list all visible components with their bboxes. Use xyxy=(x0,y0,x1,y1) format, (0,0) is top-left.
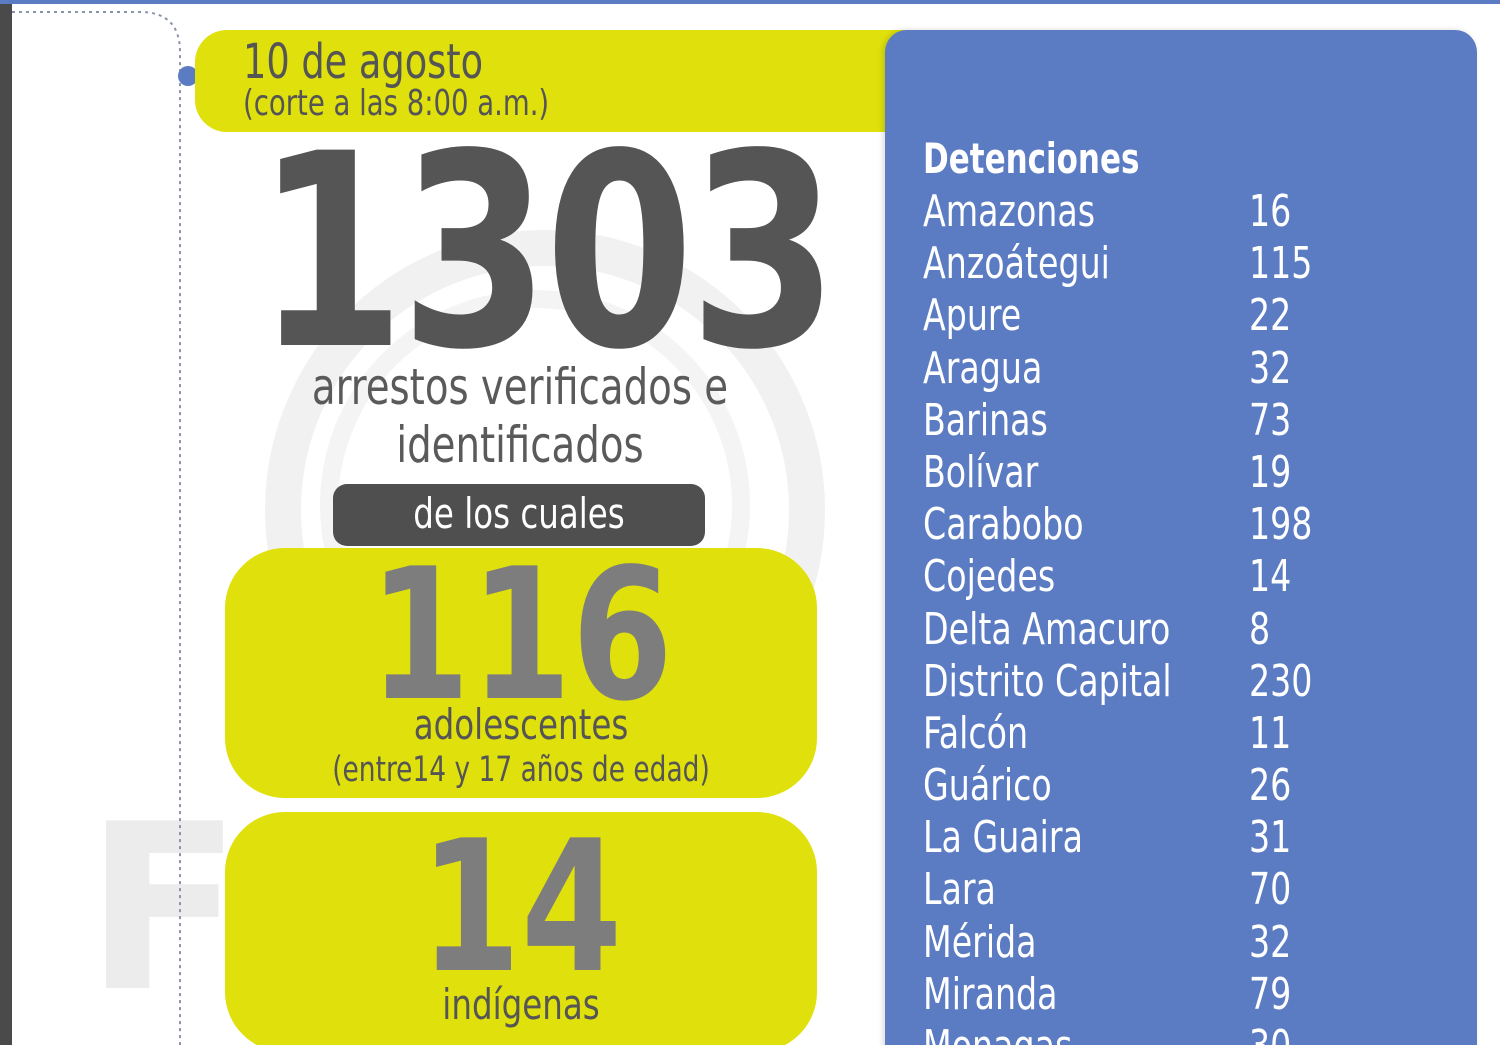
region-name: Anzoátegui xyxy=(923,238,1110,290)
region-name: Distrito Capital xyxy=(923,655,1172,707)
detentions-row: Miranda 79 xyxy=(923,969,1463,1021)
teens-box xyxy=(225,548,817,798)
region-count: 19 xyxy=(1249,446,1292,498)
region-name: Bolívar xyxy=(923,446,1039,498)
region-count: 14 xyxy=(1249,551,1292,603)
region-name: Carabobo xyxy=(923,499,1084,551)
detentions-panel xyxy=(885,30,1477,1045)
teens-sublabel: (entre14 y 17 años de edad) xyxy=(332,750,710,790)
region-name: Delta Amacuro xyxy=(923,603,1171,655)
region-count: 115 xyxy=(1249,238,1313,290)
region-count: 16 xyxy=(1249,186,1292,237)
indigenous-number: 14 xyxy=(419,801,623,1013)
indigenous-label: indígenas xyxy=(442,980,600,1029)
detentions-row: Delta Amacuro 8 xyxy=(923,604,1463,656)
region-name: Monagas xyxy=(923,1021,1072,1045)
region-count: 70 xyxy=(1249,864,1292,916)
detentions-row: Amazonas 16 xyxy=(923,186,1463,238)
detentions-row: Cojedes 14 xyxy=(923,551,1463,603)
region-name: Falcón xyxy=(923,707,1029,759)
region-count: 22 xyxy=(1249,290,1292,342)
region-count: 8 xyxy=(1249,603,1271,655)
detentions-row: La Guaira 31 xyxy=(923,812,1463,864)
region-count: 79 xyxy=(1249,968,1292,1020)
detentions-row: Apure 22 xyxy=(923,290,1463,342)
detentions-row: Monagas 30 xyxy=(923,1021,1463,1045)
date-title: 10 de agosto xyxy=(243,34,484,90)
region-name: Lara xyxy=(923,864,996,916)
detentions-row: Mérida 32 xyxy=(923,917,1463,969)
detentions-list: Amazonas 16 Anzoátegui 115 Apure 22 Aragua 32 Ba… xyxy=(923,186,1463,1045)
region-name: Apure xyxy=(923,290,1022,342)
region-name: Miranda xyxy=(923,968,1058,1020)
breakdown-pill xyxy=(333,484,705,546)
window-left-edge xyxy=(0,0,12,1045)
region-count: 26 xyxy=(1249,760,1292,812)
date-banner xyxy=(195,30,955,132)
timeline-dot-icon xyxy=(178,66,198,86)
detentions-row: Carabobo 198 xyxy=(923,499,1463,551)
timeline-connector xyxy=(12,11,198,1045)
region-name: Guárico xyxy=(923,760,1052,812)
region-name: La Guaira xyxy=(923,812,1083,864)
indigenous-box xyxy=(225,812,817,1045)
detentions-row: Bolívar 19 xyxy=(923,447,1463,499)
region-name: Barinas xyxy=(923,394,1048,446)
detentions-row: Lara 70 xyxy=(923,864,1463,916)
window-top-edge xyxy=(0,0,1500,4)
region-count: 32 xyxy=(1249,342,1292,394)
detentions-row: Falcón 11 xyxy=(923,708,1463,760)
detentions-title: Detenciones xyxy=(923,134,1140,183)
region-count: 32 xyxy=(1249,916,1292,968)
teens-label: adolescentes xyxy=(413,700,629,749)
date-subtitle: (corte a las 8:00 a.m.) xyxy=(243,83,550,124)
region-name: Mérida xyxy=(923,916,1037,968)
teens-number: 116 xyxy=(369,529,673,741)
region-count: 31 xyxy=(1249,812,1292,864)
total-arrests-caption: arrestos verificados e identificados xyxy=(311,358,729,474)
region-count: 73 xyxy=(1249,394,1292,446)
detentions-row: Guárico 26 xyxy=(923,760,1463,812)
region-name: Aragua xyxy=(923,342,1043,394)
detentions-row: Barinas 73 xyxy=(923,395,1463,447)
region-count: 230 xyxy=(1249,655,1313,707)
region-name: Cojedes xyxy=(923,551,1056,603)
region-count: 30 xyxy=(1249,1021,1291,1045)
detentions-row: Aragua 32 xyxy=(923,343,1463,395)
breakdown-label: de los cuales xyxy=(413,489,625,538)
region-count: 11 xyxy=(1249,707,1292,759)
detentions-row: Distrito Capital 230 xyxy=(923,656,1463,708)
total-arrests-number: 1303 xyxy=(256,97,838,409)
region-count: 198 xyxy=(1249,499,1313,551)
detentions-row: Anzoátegui 115 xyxy=(923,238,1463,290)
region-name: Amazonas xyxy=(923,186,1096,237)
